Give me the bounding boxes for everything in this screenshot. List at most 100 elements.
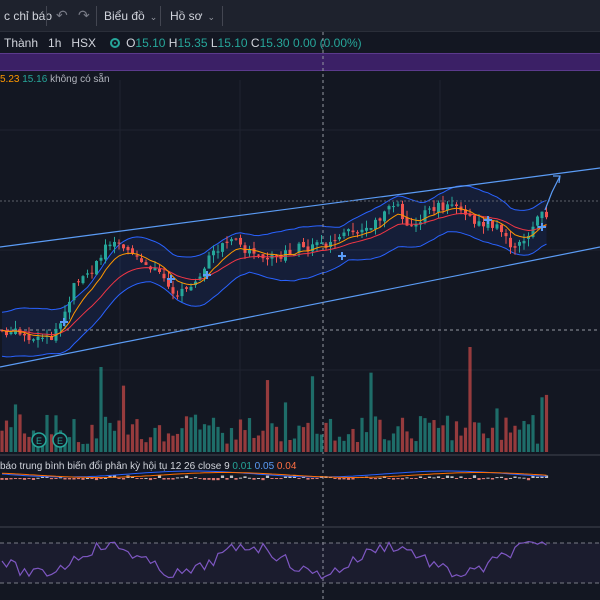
candle-body xyxy=(518,241,521,246)
volume-bar xyxy=(409,438,414,452)
candle-body xyxy=(230,239,233,242)
macd-legend[interactable]: báo trung bình biến đổi phân kỳ hội tụ 1… xyxy=(0,461,296,472)
candle-body xyxy=(500,224,503,233)
candle-body xyxy=(50,336,53,340)
candle-body xyxy=(396,204,400,206)
candle-body xyxy=(68,301,71,313)
candle-body xyxy=(333,240,337,242)
macd-histogram-bar xyxy=(531,475,535,478)
candle-body xyxy=(477,221,481,226)
volume-bar xyxy=(391,433,396,452)
macd-histogram-bar xyxy=(468,478,472,479)
volume-bar xyxy=(319,434,324,452)
macd-histogram-bar xyxy=(310,478,315,480)
interval[interactable]: 1h xyxy=(48,36,62,50)
candle-body xyxy=(513,246,517,248)
macd-histogram-bar xyxy=(472,475,477,478)
macd-histogram-bar xyxy=(234,478,238,480)
volume-bar xyxy=(324,422,328,452)
macd-histogram-bar xyxy=(486,477,490,479)
indicator-na: không có sẵn xyxy=(50,74,110,85)
volume-bar xyxy=(495,408,499,452)
macd-histogram-bar xyxy=(189,478,193,480)
arrow-up-icon[interactable] xyxy=(544,175,561,211)
macd-histogram-bar xyxy=(121,478,126,480)
ema-slow-line xyxy=(1,212,547,336)
volume-bars xyxy=(0,347,549,452)
macd-histogram-bar xyxy=(220,475,225,478)
volume-bar xyxy=(418,416,423,452)
volume-bar xyxy=(301,427,306,452)
candle-body xyxy=(473,215,476,224)
candle-body xyxy=(36,336,40,341)
candle-body xyxy=(225,241,229,243)
volume-bar xyxy=(193,414,198,452)
macd-histogram-bar xyxy=(225,478,229,480)
macd-histogram-bar xyxy=(481,478,486,480)
macd-histogram-bar xyxy=(4,478,9,480)
macd-histogram-bar xyxy=(76,478,81,480)
chart-menu-button[interactable]: Biểu đồ ⌄ xyxy=(104,9,157,23)
candle-body xyxy=(428,208,431,210)
macd-signal-line xyxy=(1,472,547,478)
svg-text:E: E xyxy=(57,436,63,446)
candle-body xyxy=(401,203,404,220)
macd-histogram-bar xyxy=(369,478,373,479)
volume-bar xyxy=(157,425,162,452)
volume-bar xyxy=(387,440,391,452)
symbol-legend: Thành 1h HSX O15.10 H15.35 L15.10 C15.30 0.… xyxy=(4,36,362,50)
macd-line xyxy=(1,470,547,478)
volume-bar xyxy=(337,436,342,452)
macd-histogram-bar xyxy=(135,478,139,479)
indicators-label: c chỉ báo xyxy=(4,9,53,23)
volume-bar xyxy=(508,432,513,452)
candle-body xyxy=(531,226,535,237)
symbol-name[interactable]: Thành xyxy=(4,36,39,50)
event-badge[interactable]: E xyxy=(31,432,47,448)
macd-histogram-bar xyxy=(22,478,27,480)
candle-body xyxy=(153,268,157,271)
volume-bar xyxy=(441,425,445,452)
volume-bar xyxy=(76,442,81,452)
candle-body xyxy=(545,211,548,218)
volume-bar xyxy=(189,417,193,452)
macd-histogram-bar xyxy=(157,475,162,478)
volume-bar xyxy=(328,418,333,452)
volume-bar xyxy=(13,404,18,452)
volume-bar xyxy=(9,427,13,452)
candle-body xyxy=(329,241,332,247)
channel-lower-line[interactable] xyxy=(0,246,600,368)
candle-body xyxy=(284,250,287,261)
macd-histogram-bar xyxy=(535,476,540,478)
macd-histogram-bar xyxy=(13,478,18,479)
candle-body xyxy=(81,276,85,284)
macd-histogram-bar xyxy=(153,478,157,479)
volume-bar xyxy=(522,420,526,452)
volume-bar xyxy=(486,438,490,452)
volume-bar xyxy=(67,437,72,452)
candle-body xyxy=(248,249,251,254)
volume-bar xyxy=(454,421,459,452)
macd-histogram-bar xyxy=(517,477,522,479)
signal-markers xyxy=(60,216,546,326)
volume-bar xyxy=(436,427,441,452)
ohlc-values: O15.10 H15.35 L15.10 C15.30 0.00 (0.00%) xyxy=(126,36,362,50)
channel-upper-line[interactable] xyxy=(0,167,600,248)
macd-histogram-bar xyxy=(459,476,463,478)
volume-bar xyxy=(243,430,247,452)
volume-bar xyxy=(94,438,99,452)
indicator-value-2: 15.16 xyxy=(22,74,48,85)
undo-icon[interactable]: ↶ xyxy=(56,7,68,23)
redo-icon[interactable]: ↷ xyxy=(78,7,90,23)
indicators-button[interactable]: c chỉ báo xyxy=(4,9,52,23)
cross-marker-icon xyxy=(60,318,68,326)
profile-menu-button[interactable]: Hồ sơ ⌄ xyxy=(170,9,215,23)
volume-bar xyxy=(135,419,139,452)
event-badge[interactable]: E xyxy=(52,432,68,448)
volume-bar xyxy=(211,417,216,452)
bollinger-lower-band xyxy=(1,231,547,358)
macd-histogram-bar xyxy=(166,478,171,480)
volume-bar xyxy=(121,385,126,452)
candle-body xyxy=(387,206,391,210)
